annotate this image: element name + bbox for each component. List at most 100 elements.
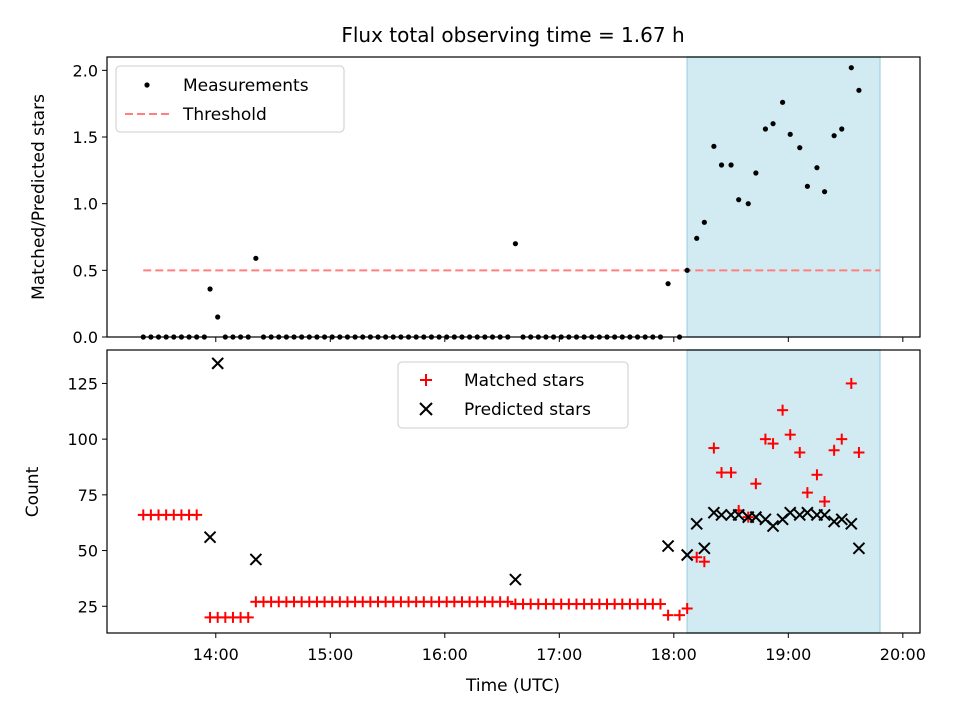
measurement-point <box>665 281 671 287</box>
x-b <box>680 548 694 562</box>
x-tick-label: 18:00 <box>651 645 697 664</box>
measurement-point <box>684 267 690 273</box>
x-b <box>818 508 831 522</box>
x-b <box>661 539 675 553</box>
x-b <box>835 513 848 526</box>
measurement-point <box>711 143 717 149</box>
measurement-point <box>787 131 793 137</box>
bottom-legend: Matched stars Predicted stars <box>397 361 629 429</box>
measurement-point <box>821 189 828 195</box>
bottom-legend-box <box>397 361 629 429</box>
x-b <box>852 542 866 555</box>
x-b <box>203 530 217 544</box>
predicted-star-point <box>845 517 858 531</box>
measurement-point <box>848 65 854 71</box>
x-b <box>690 517 703 531</box>
highlight-span <box>686 349 881 634</box>
predicted-star-point <box>690 517 703 531</box>
top-y-tick-label: 1.0 <box>73 195 98 214</box>
measurement-point <box>728 162 734 168</box>
x-b <box>211 357 224 370</box>
predicted-star-point <box>749 510 763 524</box>
top-legend-box <box>115 65 345 133</box>
matched-star-point <box>654 598 666 610</box>
bottom-y-tick-label: 100 <box>67 430 98 449</box>
predicted-star-point <box>661 539 675 553</box>
bottom-y-tick-label: 125 <box>67 374 98 393</box>
x-b <box>801 506 814 519</box>
legend-measurements-label: Measurements <box>183 76 309 96</box>
bottom-panel: 25 50 75 100 125 14:00 15:00 16:00 17:00 18:00 19… <box>23 349 926 696</box>
measurement-point <box>253 255 259 261</box>
predicted-star-point <box>852 542 866 555</box>
matched-star-point <box>691 551 703 563</box>
predicted-star-point <box>509 573 522 586</box>
x-b <box>707 506 721 519</box>
matched-star-point <box>794 447 806 459</box>
predicted-star-point <box>249 553 263 566</box>
top-y-tick-label: 2.0 <box>73 61 98 80</box>
measurement-point <box>797 145 803 151</box>
measurement-point <box>718 162 725 168</box>
x-b <box>793 508 806 522</box>
legend-matched-label: Matched stars <box>464 371 584 391</box>
matched-star-point <box>708 442 720 454</box>
top-y-tick-label: 0.5 <box>73 261 98 280</box>
predicted-star-point <box>211 357 224 370</box>
predicted-star-point <box>835 513 848 526</box>
measurement-point <box>804 183 811 189</box>
matched-star-point <box>502 596 514 608</box>
chart-title: Flux total observing time = 1.67 h <box>341 23 684 47</box>
measurement-point <box>215 314 221 320</box>
bottom-y-tick-label: 75 <box>78 486 98 505</box>
measurement-point <box>694 235 700 241</box>
measurement-point <box>831 133 837 139</box>
predicted-star-point <box>698 542 711 555</box>
measurement-point <box>207 286 213 292</box>
matched-star-point <box>674 609 686 621</box>
predicted-star-point <box>766 519 780 533</box>
x-b <box>509 573 522 586</box>
predicted-star-point <box>784 506 797 519</box>
top-panel: 0.00.51.01.52.0 Matched/Predicted stars … <box>29 56 921 347</box>
x-tick-label: 19:00 <box>765 645 811 664</box>
measurement-point <box>839 126 845 132</box>
x-tick-label: 14:00 <box>193 645 239 664</box>
measurement-point <box>745 201 751 207</box>
matched-star-point <box>191 509 203 521</box>
bottom-y-axis-label: Count <box>23 466 43 517</box>
measurement-point <box>701 219 707 225</box>
predicted-star-point <box>715 508 728 522</box>
x-b <box>698 542 711 555</box>
x-b <box>715 508 728 522</box>
x-b <box>766 519 780 533</box>
bottom-y-tick-label: 25 <box>78 597 98 616</box>
measurement-point <box>753 170 759 176</box>
top-y-axis-label: Matched/Predicted stars <box>29 94 49 300</box>
measurement-point <box>770 121 776 127</box>
measurement-point <box>856 87 862 93</box>
top-axes-frame <box>106 56 921 338</box>
legend-predicted-label: Predicted stars <box>464 400 591 420</box>
matched-star-point <box>698 556 710 568</box>
matched-star-point <box>662 609 674 621</box>
highlight-span <box>686 56 881 338</box>
matched-star-point <box>750 478 762 490</box>
matched-star-point <box>242 611 254 623</box>
matched-star-point <box>801 487 813 499</box>
measurement-point <box>512 241 519 247</box>
x-b <box>732 508 745 522</box>
matched-star-point <box>777 404 789 416</box>
legend-measurements-marker <box>144 82 150 88</box>
matched-star-point <box>716 467 728 479</box>
x-b <box>749 510 763 524</box>
x-tick-label: 16:00 <box>422 645 468 664</box>
x-axis-label: Time (UTC) <box>465 676 560 696</box>
x-b <box>827 515 841 528</box>
matched-star-point <box>725 467 737 479</box>
predicted-star-point <box>827 515 841 528</box>
measurement-point <box>814 165 820 171</box>
predicted-star-point <box>203 530 217 544</box>
predicted-star-point <box>732 508 745 522</box>
